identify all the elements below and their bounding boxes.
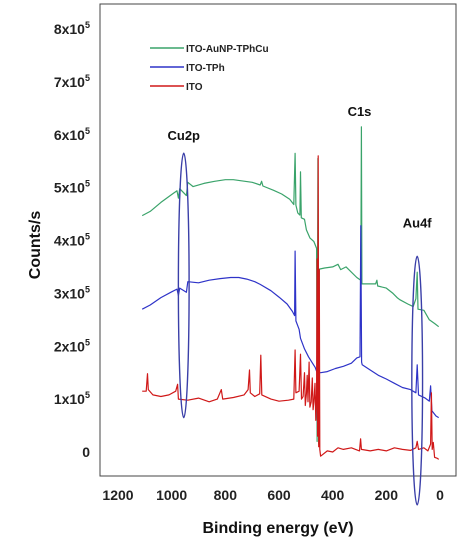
y-tick-label: 4x105	[54, 232, 90, 249]
peak-region-ellipse-1	[177, 152, 190, 419]
y-tick-label: 2x105	[54, 337, 90, 354]
x-tick-label: 200	[375, 487, 399, 503]
peak-label-au4f: Au4f	[403, 215, 433, 230]
y-tick-label: 1x105	[54, 390, 90, 407]
x-tick-label: 800	[214, 487, 238, 503]
series-layer	[141, 126, 440, 460]
x-tick-label: 1000	[156, 487, 187, 503]
legend-entry: ITO-AuNP-TPhCu	[186, 44, 269, 55]
peak-region-ellipse-2	[411, 255, 424, 506]
y-tick-labels: 0 1x105 2x105 3x105 4x105 5x105 6x105 7x105 8x10…	[54, 20, 90, 460]
ellipse-layer	[177, 152, 424, 506]
peak-label-cu2p: Cu2p	[167, 128, 200, 143]
y-tick-label: 5x105	[54, 179, 90, 196]
series-line-ito-tph	[141, 225, 440, 432]
y-tick-label: 7x105	[54, 73, 90, 90]
y-tick-label: 3x105	[54, 284, 90, 301]
annotation-layer: Cu2p C1s Au4f	[167, 104, 432, 230]
peak-label-c1s: C1s	[348, 104, 372, 119]
series-line-ito	[142, 155, 440, 460]
x-tick-labels: 1200 1000 800 600 400 200 0	[102, 487, 444, 503]
x-tick-label: 600	[267, 487, 291, 503]
plot-area: Cu2p C1s Au4f	[99, 3, 457, 506]
plot-frame	[99, 3, 457, 477]
legend-entry: ITO-TPh	[186, 63, 225, 74]
y-tick-label: 8x105	[54, 20, 90, 37]
legend-entry: ITO	[186, 82, 203, 93]
y-axis-label: Counts/s	[27, 211, 44, 280]
x-tick-label: 1200	[102, 487, 133, 503]
x-axis-label: Binding energy (eV)	[202, 520, 353, 537]
y-tick-label: 0	[82, 444, 90, 460]
legend: ITO-AuNP-TPhCu ITO-TPh ITO	[150, 44, 269, 93]
y-tick-label: 6x105	[54, 126, 90, 143]
series-line-ito-aunp-tphcu	[141, 126, 440, 445]
x-tick-label: 0	[436, 487, 444, 503]
x-tick-label: 400	[321, 487, 345, 503]
